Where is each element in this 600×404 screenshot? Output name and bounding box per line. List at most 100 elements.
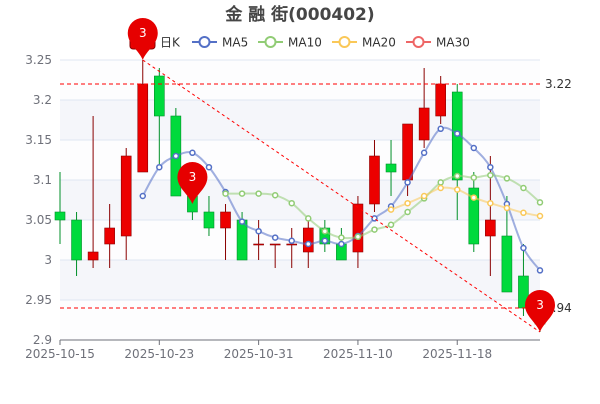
legend-circle-icon <box>198 36 211 48</box>
point-ma5 <box>156 163 163 171</box>
background-band <box>60 180 540 220</box>
point-ma10 <box>321 227 329 235</box>
candle-body <box>468 187 480 245</box>
point-ma10 <box>255 190 262 197</box>
candle-body <box>402 123 413 181</box>
x-tick-label: 2025-11-18 <box>422 347 492 361</box>
point-ma10 <box>536 199 544 206</box>
candle-body <box>154 75 165 117</box>
candle-body <box>137 83 149 173</box>
background-band <box>60 260 540 300</box>
background-band <box>60 60 540 100</box>
ma-lines <box>139 125 544 274</box>
point-ma20 <box>520 209 527 217</box>
legend-item[interactable]: MA20 <box>332 36 396 50</box>
point-ma10 <box>404 208 411 216</box>
legend-item[interactable]: MA30 <box>406 36 470 50</box>
point-ma5 <box>189 149 196 157</box>
point-ma10 <box>338 234 345 241</box>
point-ma20 <box>387 206 395 213</box>
background-band <box>60 300 540 340</box>
legend-item[interactable]: MA10 <box>258 36 322 50</box>
point-ma5 <box>321 237 329 245</box>
legend-label: 日K <box>160 36 181 50</box>
plot-background <box>60 60 540 340</box>
candle-body <box>302 227 314 253</box>
legend-circle-icon <box>338 36 351 48</box>
pin-icon <box>177 162 208 204</box>
y-tick-label: 2.9 <box>33 333 52 347</box>
x-axis: 2025-10-15 2025-10-23 2025-10-31 2025-11-10… <box>25 339 540 361</box>
y-tick-label: 3.1 <box>33 173 52 187</box>
x-tick-label: 2025-10-31 <box>224 347 294 361</box>
legend-circle-icon <box>264 36 277 48</box>
y-tick-label: 2.95 <box>25 293 52 307</box>
background-band <box>60 140 540 180</box>
candle-body <box>352 203 364 253</box>
candle-body <box>485 219 496 237</box>
point-ma10 <box>271 191 279 199</box>
pin-icon <box>525 290 555 332</box>
point-ma10 <box>520 184 527 192</box>
point-ma5 <box>536 267 544 274</box>
x-tick-label: 2025-10-15 <box>25 347 95 361</box>
point-ma20 <box>536 212 544 220</box>
legend: 日K MA5 MA10 MA20 MA30 <box>129 34 470 50</box>
candle-body <box>203 211 215 229</box>
point-ma20 <box>453 186 461 193</box>
point-ma20 <box>404 199 411 207</box>
point-ma20 <box>437 184 444 192</box>
point-ma5 <box>172 152 180 160</box>
candle-body <box>120 155 132 237</box>
point-ma5 <box>470 144 478 152</box>
candle-body <box>501 235 513 293</box>
candle-body <box>435 83 446 117</box>
background-band <box>60 100 540 140</box>
x-tick-label: 2025-10-23 <box>124 347 194 361</box>
legend-label: MA30 <box>436 36 470 50</box>
legend-label: MA10 <box>288 36 322 50</box>
legend-circle-icon <box>412 36 425 48</box>
point-ma10 <box>305 215 312 222</box>
point-ma10 <box>503 175 511 182</box>
chart-title: 金 融 街(000402) <box>224 4 374 25</box>
background-band <box>60 220 540 260</box>
point-ma5 <box>437 125 444 133</box>
point-ma5 <box>255 227 262 235</box>
markpoint-label: 3 <box>536 298 544 312</box>
point-ma5 <box>288 237 295 245</box>
point-ma10 <box>222 190 229 197</box>
point-ma20 <box>487 199 494 207</box>
candle-body <box>71 219 82 261</box>
candle-body <box>369 155 380 205</box>
point-ma5 <box>338 240 345 248</box>
mark-points: 3 3 3 <box>127 18 555 332</box>
point-ma5 <box>487 163 494 171</box>
legend-item[interactable]: MA5 <box>192 36 248 50</box>
markpoint-pin: 3 <box>525 290 555 332</box>
point-ma20 <box>503 204 511 212</box>
point-ma10 <box>354 233 362 241</box>
markpoint-pin: 3 <box>127 18 158 60</box>
markpoint-label: 3 <box>189 170 197 184</box>
point-ma5 <box>139 192 147 200</box>
point-ma10 <box>371 226 378 233</box>
y-tick-label: 3.2 <box>33 93 52 107</box>
point-ma5 <box>271 234 279 241</box>
point-ma5 <box>520 244 527 252</box>
markline-diagonal <box>142 59 541 333</box>
y-tick-label: 3.05 <box>25 213 52 227</box>
point-ma5 <box>404 179 411 186</box>
y-axis: 3.25 3.2 3.15 3.1 3.05 3 2.95 2.9 <box>25 53 52 347</box>
markline-label: 3.22 <box>545 77 572 91</box>
legend-label: MA20 <box>362 36 396 50</box>
y-tick-label: 3.25 <box>25 53 52 67</box>
candle-body <box>220 211 231 229</box>
mark-lines: 3.222.94 <box>60 59 572 333</box>
point-ma10 <box>238 190 246 197</box>
candle-body <box>54 211 66 221</box>
markpoint-pin: 3 <box>177 162 208 204</box>
point-ma10 <box>288 199 295 207</box>
point-ma5 <box>238 218 246 225</box>
